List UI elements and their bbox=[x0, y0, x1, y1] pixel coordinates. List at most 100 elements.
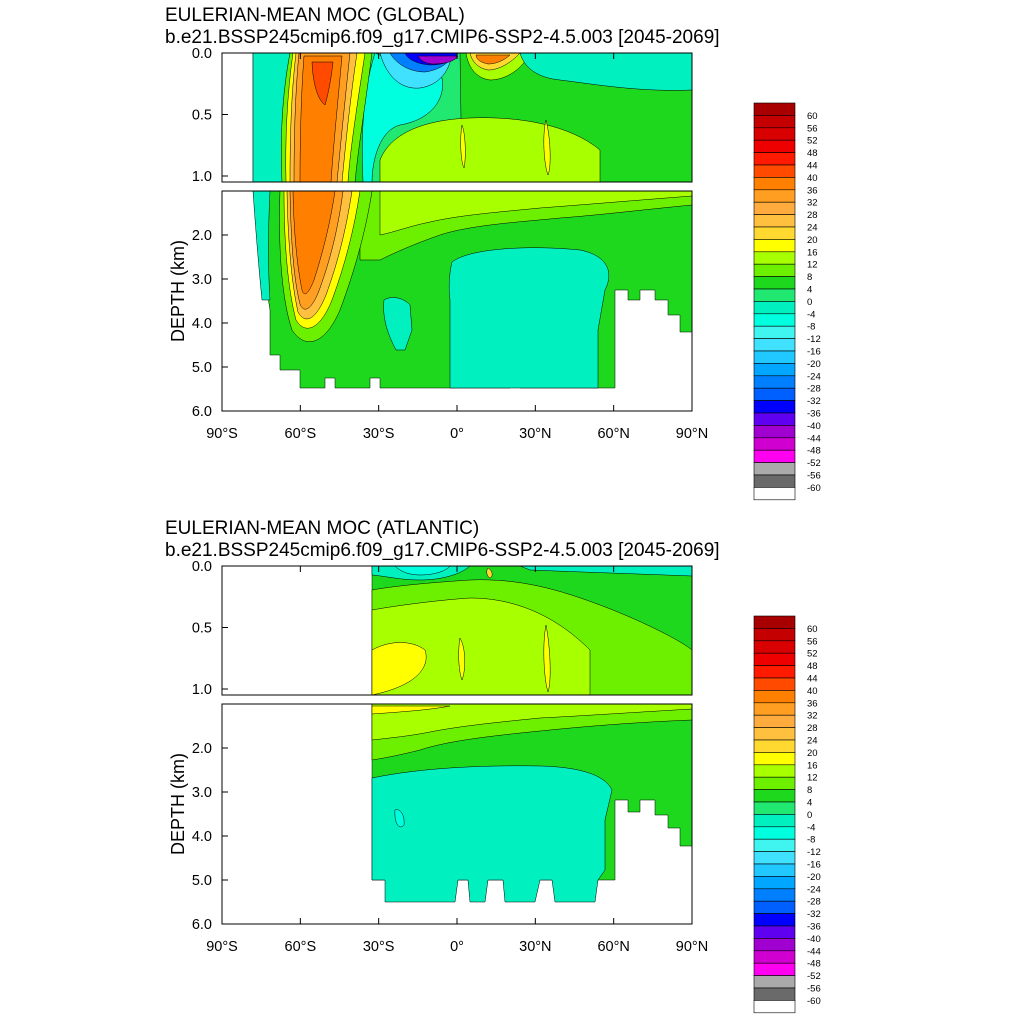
atlantic-colorbar-swatch bbox=[753, 652, 796, 666]
atlantic-colorbar-label: -44 bbox=[807, 946, 821, 957]
atlantic-colorbar-swatch bbox=[753, 764, 796, 778]
atlantic-colorbar-label: 44 bbox=[807, 674, 818, 685]
global-colorbar-label: -28 bbox=[807, 384, 821, 395]
global-colorbar-swatch bbox=[753, 263, 796, 277]
atlantic-y-tick-label: 2.0 bbox=[192, 741, 212, 757]
atlantic-colorbar-swatch bbox=[753, 702, 796, 716]
global-y-tick-label: 4.0 bbox=[192, 316, 212, 332]
global-colorbar-label: 52 bbox=[807, 136, 818, 147]
global-y-tick-label: 2.0 bbox=[192, 228, 212, 244]
atlantic-colorbar-swatch bbox=[753, 987, 796, 1001]
global-colorbar-label: 16 bbox=[807, 247, 818, 258]
global-y-tick-label: 1.0 bbox=[192, 169, 212, 185]
global-colorbar-label: -44 bbox=[807, 433, 821, 444]
global-colorbar-label: 60 bbox=[807, 111, 818, 122]
atlantic-colorbar-swatch bbox=[753, 628, 796, 642]
atlantic-colorbar-label: -60 bbox=[807, 996, 821, 1007]
global-colorbar-swatch bbox=[753, 152, 796, 166]
global-colorbar-swatch bbox=[753, 127, 796, 141]
atlantic-subtitle: b.e21.BSSP245cmip6.f09_g17.CMIP6-SSP2-4.… bbox=[165, 540, 720, 561]
atlantic-x-tick-label: 0° bbox=[450, 939, 464, 955]
atlantic-colorbar-swatch bbox=[753, 665, 796, 679]
atlantic-x-tick-label: 30°N bbox=[519, 939, 551, 955]
atlantic-colorbar-swatch bbox=[753, 752, 796, 766]
global-colorbar-swatch bbox=[753, 102, 796, 116]
global-colorbar-swatch bbox=[753, 338, 796, 352]
atlantic-y-tick-label: 1.0 bbox=[192, 682, 212, 698]
global-colorbar-swatch bbox=[753, 449, 796, 463]
atlantic-colorbar-swatch bbox=[753, 615, 796, 629]
global-x-tick-label: 0° bbox=[450, 426, 464, 442]
global-colorbar-swatch bbox=[753, 387, 796, 401]
atlantic-colorbar-swatch bbox=[753, 876, 796, 890]
global-colorbar-label: 48 bbox=[807, 148, 818, 159]
atlantic-y-axis-label: DEPTH (km) bbox=[168, 753, 188, 855]
global-y-tick-label: 3.0 bbox=[192, 272, 212, 288]
global-colorbar-label: -16 bbox=[807, 347, 821, 358]
global-colorbar-label: -32 bbox=[807, 396, 821, 407]
atlantic-colorbar-label: -4 bbox=[807, 822, 815, 833]
atlantic-title: EULERIAN-MEAN MOC (ATLANTIC) bbox=[165, 518, 479, 539]
atlantic-y-tick-label: 6.0 bbox=[192, 917, 212, 933]
global-colorbar-swatch bbox=[753, 276, 796, 290]
global-colorbar-label: 8 bbox=[807, 272, 812, 283]
atlantic-y-tick-label: 4.0 bbox=[192, 829, 212, 845]
atlantic-colorbar-label: -40 bbox=[807, 934, 821, 945]
global-x-tick-label: 30°S bbox=[363, 426, 395, 442]
global-y-axis-label: DEPTH (km) bbox=[168, 240, 188, 342]
atlantic-colorbar-swatch bbox=[753, 640, 796, 654]
atlantic-colorbar-label: 24 bbox=[807, 736, 818, 747]
global-colorbar-swatch bbox=[753, 474, 796, 488]
atlantic-colorbar-label: 12 bbox=[807, 773, 818, 784]
atlantic-colorbar-swatch bbox=[753, 900, 796, 914]
atlantic-colorbar-swatch bbox=[753, 838, 796, 852]
global-colorbar-label: 36 bbox=[807, 185, 818, 196]
atlantic-y-tick-label: 3.0 bbox=[192, 785, 212, 801]
atlantic-colorbar-swatch bbox=[753, 714, 796, 728]
global-colorbar-swatch bbox=[753, 425, 796, 439]
atlantic-colorbar-swatch bbox=[753, 925, 796, 939]
global-colorbar-label: -48 bbox=[807, 446, 821, 457]
global-colorbar-swatch bbox=[753, 139, 796, 153]
atlantic-colorbar-swatch bbox=[753, 727, 796, 741]
global-colorbar-label: 56 bbox=[807, 123, 818, 134]
atlantic-colorbar-label: 32 bbox=[807, 711, 818, 722]
atlantic-colorbar-swatch bbox=[753, 851, 796, 865]
global-colorbar-label: -56 bbox=[807, 471, 821, 482]
global-y-tick-label: 0.0 bbox=[192, 46, 212, 62]
atlantic-colorbar-swatch bbox=[753, 776, 796, 790]
global-colorbar-swatch bbox=[753, 201, 796, 215]
atlantic-colorbar-label: -8 bbox=[807, 835, 815, 846]
global-colorbar-swatch bbox=[753, 115, 796, 129]
atlantic-colorbar-label: 60 bbox=[807, 624, 818, 635]
global-colorbar-swatch bbox=[753, 251, 796, 265]
atlantic-colorbar-label: 8 bbox=[807, 785, 812, 796]
global-colorbar-swatch bbox=[753, 325, 796, 339]
atlantic-colorbar-swatch bbox=[753, 888, 796, 902]
global-colorbar-swatch bbox=[753, 350, 796, 364]
atlantic-y-tick-label: 0.0 bbox=[192, 559, 212, 575]
global-colorbar-label: 12 bbox=[807, 260, 818, 271]
global-colorbar-swatch bbox=[753, 226, 796, 240]
global-x-tick-label: 60°N bbox=[597, 426, 629, 442]
atlantic-x-tick-label: 60°S bbox=[285, 939, 317, 955]
atlantic-colorbar-label: 48 bbox=[807, 661, 818, 672]
atlantic-colorbar-swatch bbox=[753, 801, 796, 815]
atlantic-colorbar-swatch bbox=[753, 913, 796, 927]
global-colorbar-swatch bbox=[753, 164, 796, 178]
atlantic-colorbar-swatch bbox=[753, 739, 796, 753]
atlantic-panel: EULERIAN-MEAN MOC (ATLANTIC) b.e21.BSSP2… bbox=[165, 518, 720, 925]
global-subtitle: b.e21.BSSP245cmip6.f09_g17.CMIP6-SSP2-4.… bbox=[165, 27, 720, 48]
atlantic-colorbar: 60565248444036322824201612840-4-8-12-16-… bbox=[753, 615, 821, 1014]
global-y-tick-label: 6.0 bbox=[192, 404, 212, 420]
atlantic-colorbar-label: 28 bbox=[807, 723, 818, 734]
atlantic-colorbar-label: -12 bbox=[807, 847, 821, 858]
global-colorbar-label: -4 bbox=[807, 309, 815, 320]
atlantic-x-tick-label: 60°N bbox=[597, 939, 629, 955]
atlantic-colorbar-swatch bbox=[753, 814, 796, 828]
atlantic-x-tick-label: 90°N bbox=[676, 939, 708, 955]
global-colorbar-label: -40 bbox=[807, 421, 821, 432]
global-colorbar-swatch bbox=[753, 189, 796, 203]
atlantic-colorbar-label: 16 bbox=[807, 760, 818, 771]
global-title: EULERIAN-MEAN MOC (GLOBAL) bbox=[165, 5, 465, 26]
